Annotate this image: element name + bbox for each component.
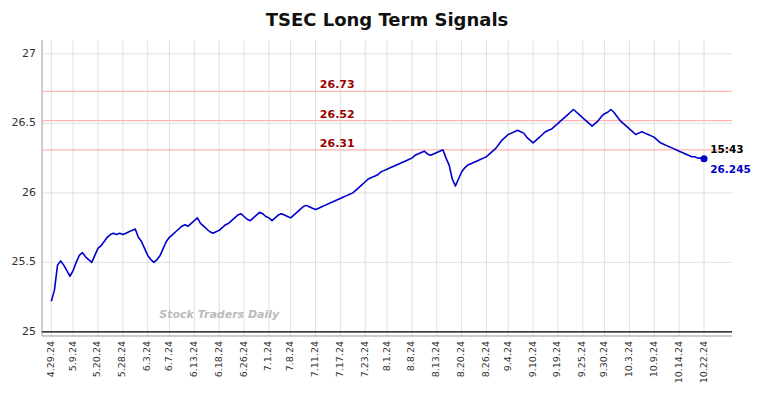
x-tick-label: 10.14.24 <box>673 341 684 383</box>
x-tick-label: 9.25.24 <box>576 341 587 377</box>
grid-line-x <box>582 40 583 336</box>
grid-line-x <box>365 40 366 336</box>
x-tick-label: 7.8.24 <box>284 341 295 371</box>
grid-line-x <box>268 40 269 336</box>
x-tick-label: 8.8.24 <box>405 341 416 371</box>
x-tick-label: 8.1.24 <box>381 341 392 371</box>
reference-label: 26.31 <box>320 137 355 150</box>
reference-line <box>42 120 732 121</box>
grid-line-x <box>411 40 412 336</box>
chart: 26.73 26.52 26.31 15:43 26.245 Stock Traders … <box>0 0 784 398</box>
reference-line <box>42 149 732 150</box>
grid-line-x <box>169 40 170 336</box>
baseline <box>42 331 732 332</box>
end-annotation: 15:43 <box>710 143 743 155</box>
y-tick-label: 27 <box>22 47 36 60</box>
grid-line-x <box>290 40 291 336</box>
grid-line-x <box>436 40 437 336</box>
y-tick-label: 25 <box>22 325 36 338</box>
x-tick-label: 7.23.24 <box>359 341 370 377</box>
grid-line-x <box>704 40 705 336</box>
reference-line <box>42 91 732 92</box>
y-axis-line <box>42 40 43 336</box>
x-tick-label: 4.29.24 <box>45 341 56 377</box>
y-tick-label: 26 <box>22 186 36 199</box>
x-tick-label: 5.28.24 <box>116 341 127 377</box>
grid-line-x <box>147 40 148 336</box>
end-dot <box>701 155 708 162</box>
grid-line-x <box>654 40 655 336</box>
grid-line-x <box>486 40 487 336</box>
grid-line-x <box>508 40 509 336</box>
grid-line-x <box>557 40 558 336</box>
grid-line-x <box>315 40 316 336</box>
grid-line-x <box>244 40 245 336</box>
y-tick-label: 25.5 <box>12 255 37 268</box>
grid-line-x <box>73 40 74 336</box>
title: TSEC Long Term Signals <box>266 9 509 30</box>
grid-line-x <box>51 40 52 336</box>
x-tick-label: 10.9.24 <box>648 341 659 377</box>
watermark: Stock Traders Daily <box>159 308 280 321</box>
x-tick-label: 8.13.24 <box>430 341 441 377</box>
grid-line-y <box>42 331 732 332</box>
grid-line-x <box>97 40 98 336</box>
y-tick-label: 26.5 <box>12 116 37 129</box>
x-tick-label: 5.9.24 <box>67 341 78 371</box>
x-tick-label: 6.18.24 <box>213 341 224 377</box>
x-tick-label: 9.19.24 <box>551 341 562 377</box>
price-line <box>51 109 704 301</box>
x-tick-label: 6.13.24 <box>188 341 199 377</box>
x-tick-label: 7.1.24 <box>262 341 273 371</box>
grid-line-x <box>461 40 462 336</box>
grid-line-x <box>604 40 605 336</box>
x-tick-label: 8.26.24 <box>480 341 491 377</box>
x-tick-label: 9.10.24 <box>527 341 538 377</box>
grid-line-x <box>122 40 123 336</box>
background <box>0 0 784 398</box>
grid <box>42 40 732 336</box>
grid-line-x <box>533 40 534 336</box>
x-tick-label: 9.30.24 <box>598 341 609 377</box>
reference-label: 26.73 <box>320 78 355 91</box>
end-annotation: 26.245 <box>710 163 751 175</box>
grid-line-x <box>194 40 195 336</box>
grid-line-x <box>387 40 388 336</box>
x-tick-label: 7.11.24 <box>309 341 320 377</box>
x-tick-label: 6.26.24 <box>238 341 249 377</box>
x-tick-label: 8.20.24 <box>455 341 466 377</box>
reference-label: 26.52 <box>320 108 355 121</box>
x-tick-label: 10.3.24 <box>623 341 634 377</box>
x-tick-label: 9.4.24 <box>502 341 513 371</box>
x-tick-label: 10.22.24 <box>698 341 709 383</box>
grid-line-x <box>679 40 680 336</box>
x-axis-line <box>42 336 732 337</box>
x-tick-label: 7.17.24 <box>334 341 345 377</box>
grid-line-x <box>629 40 630 336</box>
grid-line-x <box>219 40 220 336</box>
x-tick-label: 6.7.24 <box>163 341 174 371</box>
series <box>51 109 707 301</box>
x-tick-label: 6.3.24 <box>141 341 152 371</box>
x-tick-label: 5.20.24 <box>91 341 102 377</box>
reference-lines <box>42 91 732 149</box>
